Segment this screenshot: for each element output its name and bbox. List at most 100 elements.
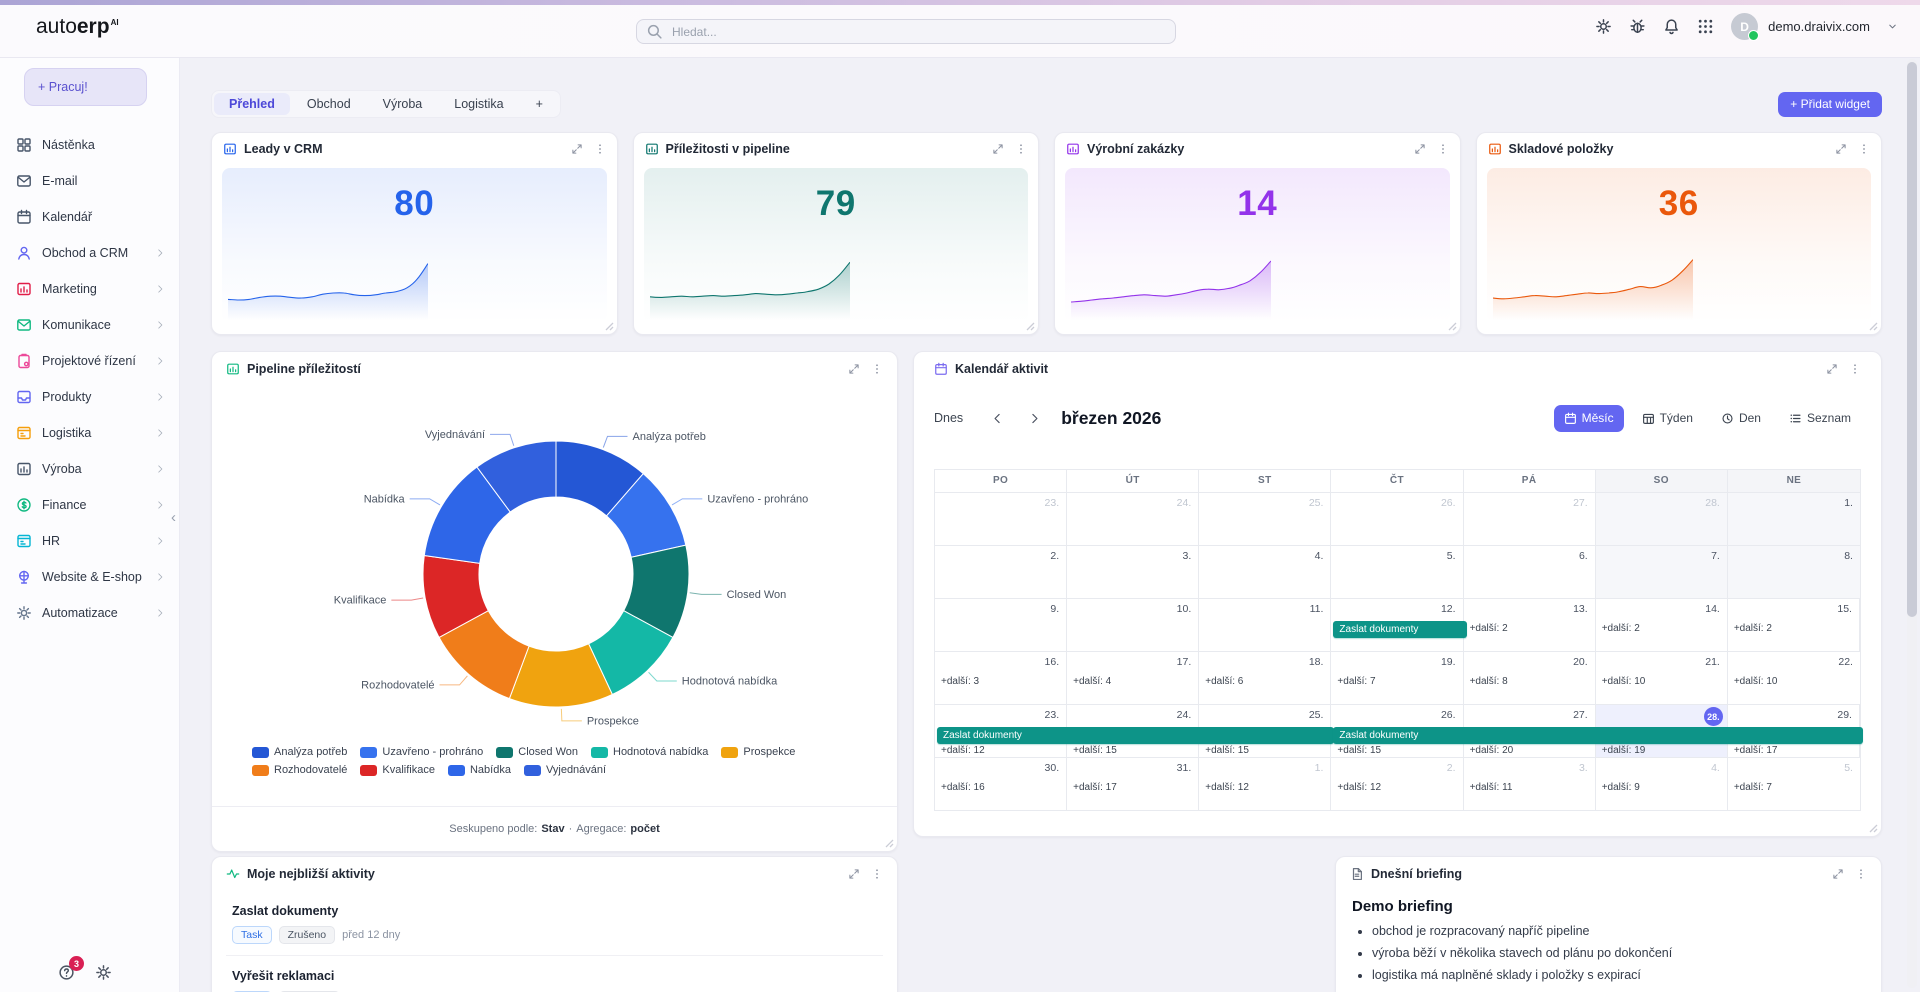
calendar-day-cell[interactable]: 6.	[1464, 546, 1596, 598]
legend-item-closed-won[interactable]: Closed Won	[496, 746, 578, 758]
expand-widget-button[interactable]	[1832, 868, 1844, 880]
calendar-event[interactable]: Zaslat dokumenty	[1333, 621, 1467, 638]
calendar-day-cell[interactable]: 23.	[935, 493, 1068, 545]
calendar-day-cell[interactable]: 18. +další: 6	[1199, 652, 1332, 704]
more-events-link[interactable]: +další: 7	[1337, 676, 1376, 687]
sidebar-item-hr[interactable]: HR	[0, 523, 179, 559]
widget-menu-button[interactable]	[1437, 143, 1449, 155]
resize-grip[interactable]	[605, 322, 614, 331]
global-search[interactable]	[636, 19, 1176, 44]
more-events-link[interactable]: +další: 2	[1469, 623, 1508, 634]
help-icon[interactable]: 3	[58, 956, 84, 981]
widget-menu-button[interactable]	[1849, 363, 1861, 375]
calendar-day-cell[interactable]: 2. +další: 12	[1331, 758, 1464, 810]
view-button-den[interactable]: Den	[1711, 405, 1771, 432]
calendar-day-cell[interactable]: 14. +další: 2	[1596, 599, 1728, 651]
more-events-link[interactable]: +další: 15	[1073, 745, 1117, 756]
expand-widget-button[interactable]	[992, 143, 1004, 155]
tab-v-roba[interactable]: Výroba	[382, 97, 423, 111]
more-events-link[interactable]: +další: 4	[1073, 676, 1112, 687]
more-events-link[interactable]: +další: 7	[1733, 782, 1772, 793]
expand-widget-button[interactable]	[1414, 143, 1426, 155]
user-email[interactable]: demo.draivix.com	[1768, 19, 1870, 34]
calendar-day-cell[interactable]: 24.	[1067, 493, 1200, 545]
legend-item-vyjedn-v-n[interactable]: Vyjednávání	[523, 764, 606, 776]
more-events-link[interactable]: +další: 8	[1469, 676, 1508, 687]
widget-menu-button[interactable]	[1015, 143, 1027, 155]
today-button[interactable]: Dnes	[934, 411, 964, 425]
view-button-seznam[interactable]: Seznam	[1779, 405, 1861, 432]
legend-item-uzav-eno-prohr-no[interactable]: Uzavřeno - prohráno	[360, 746, 483, 758]
sidebar-item-v-roba[interactable]: Výroba	[0, 451, 179, 487]
more-events-link[interactable]: +další: 17	[1733, 745, 1778, 756]
sidebar-item-website-e-shop[interactable]: Website & E-shop	[0, 559, 179, 595]
widget-menu-button[interactable]	[1858, 143, 1870, 155]
tab-obchod[interactable]: Obchod	[306, 97, 351, 111]
more-events-link[interactable]: +další: 6	[1205, 676, 1244, 687]
sidebar-item-logistika[interactable]: Logistika	[0, 415, 179, 451]
tab-add[interactable]: +	[535, 97, 543, 111]
widget-menu-button[interactable]	[871, 868, 883, 880]
more-events-link[interactable]: +další: 17	[1073, 782, 1117, 793]
calendar-day-cell[interactable]: 3.	[1067, 546, 1200, 598]
sidebar-item-projektov-zen[interactable]: Projektové řízení	[0, 343, 179, 379]
activity-item[interactable]: Vyřešit reklamaci Task Zahájeno před 10 …	[226, 955, 883, 992]
calendar-day-cell[interactable]: 7.	[1595, 546, 1728, 598]
app-logo[interactable]: autoerpAI	[36, 15, 119, 39]
prev-month-button[interactable]	[991, 412, 1004, 425]
apps-grid-icon[interactable]	[1697, 18, 1714, 35]
expand-widget-button[interactable]	[848, 363, 860, 375]
more-events-link[interactable]: +další: 12	[1205, 782, 1249, 793]
calendar-day-cell[interactable]: 25.	[1199, 493, 1332, 545]
calendar-day-cell[interactable]: 1.	[1727, 493, 1860, 545]
tab-p-ehled[interactable]: Přehled	[214, 93, 290, 115]
view-button-m-s-c[interactable]: Měsíc	[1553, 404, 1624, 432]
calendar-day-cell[interactable]: 3. +další: 11	[1464, 758, 1596, 810]
sidebar-item-marketing[interactable]: Marketing	[0, 271, 179, 307]
more-events-link[interactable]: +další: 12	[1337, 782, 1382, 793]
calendar-day-cell[interactable]: 9.	[935, 599, 1068, 651]
calendar-day-cell[interactable]: 21. +další: 10	[1596, 652, 1728, 704]
more-events-link[interactable]: +další: 11	[1469, 782, 1513, 793]
legend-item-hodnotov-nab-dka[interactable]: Hodnotová nabídka	[591, 746, 708, 758]
more-events-link[interactable]: +další: 2	[1601, 623, 1640, 634]
more-events-link[interactable]: +další: 15	[1205, 745, 1249, 756]
sidebar-collapse-handle[interactable]: ‹	[171, 509, 176, 526]
resize-grip[interactable]	[1448, 322, 1457, 331]
expand-widget-button[interactable]	[1835, 143, 1847, 155]
legend-item-nab-dka[interactable]: Nabídka	[447, 764, 511, 776]
sidebar-item-komunikace[interactable]: Komunikace	[0, 307, 179, 343]
calendar-day-cell[interactable]: 20. +další: 8	[1464, 652, 1596, 704]
calendar-day-cell[interactable]: 31. +další: 17	[1067, 758, 1200, 810]
calendar-day-cell[interactable]: 4.	[1199, 546, 1332, 598]
widget-menu-button[interactable]	[594, 143, 606, 155]
sidebar-item-n-st-nka[interactable]: Nástěnka	[0, 127, 179, 163]
sidebar-item-kalend[interactable]: Kalendář	[0, 199, 179, 235]
expand-widget-button[interactable]	[848, 868, 860, 880]
sidebar-item-produkty[interactable]: Produkty	[0, 379, 179, 415]
calendar-day-cell[interactable]: 16. +další: 3	[935, 652, 1068, 704]
view-button-t-den[interactable]: Týden	[1632, 405, 1703, 432]
legend-item-anal-za-pot-eb[interactable]: Analýza potřeb	[252, 746, 347, 758]
bug-report-icon[interactable]	[1629, 18, 1646, 35]
search-input[interactable]	[670, 23, 1166, 40]
calendar-day-cell[interactable]: 27.	[1464, 493, 1596, 545]
more-events-link[interactable]: +další: 9	[1601, 782, 1640, 793]
add-widget-button[interactable]: + Přidat widget	[1778, 91, 1882, 117]
resize-grip[interactable]	[1869, 824, 1878, 833]
legend-item-rozhodovatel[interactable]: Rozhodovatelé	[252, 764, 347, 776]
scrollbar-thumb[interactable]	[1907, 62, 1917, 617]
more-events-link[interactable]: +další: 10	[1733, 676, 1778, 687]
resize-grip[interactable]	[1869, 322, 1878, 331]
resize-grip[interactable]	[885, 839, 894, 848]
more-events-link[interactable]: +další: 2	[1733, 623, 1772, 634]
more-events-link[interactable]: +další: 15	[1337, 745, 1382, 756]
sidebar-item-e-mail[interactable]: E-mail	[0, 163, 179, 199]
chevron-down-icon[interactable]	[1887, 21, 1898, 32]
notifications-bell-icon[interactable]	[1663, 18, 1680, 35]
calendar-day-cell[interactable]: 13. +další: 2	[1464, 599, 1596, 651]
calendar-event[interactable]: Zaslat dokumenty	[1333, 727, 1863, 744]
calendar-day-cell[interactable]: 11.	[1199, 599, 1332, 651]
tab-logistika[interactable]: Logistika	[454, 97, 504, 111]
calendar-day-cell[interactable]: 19. +další: 7	[1331, 652, 1464, 704]
